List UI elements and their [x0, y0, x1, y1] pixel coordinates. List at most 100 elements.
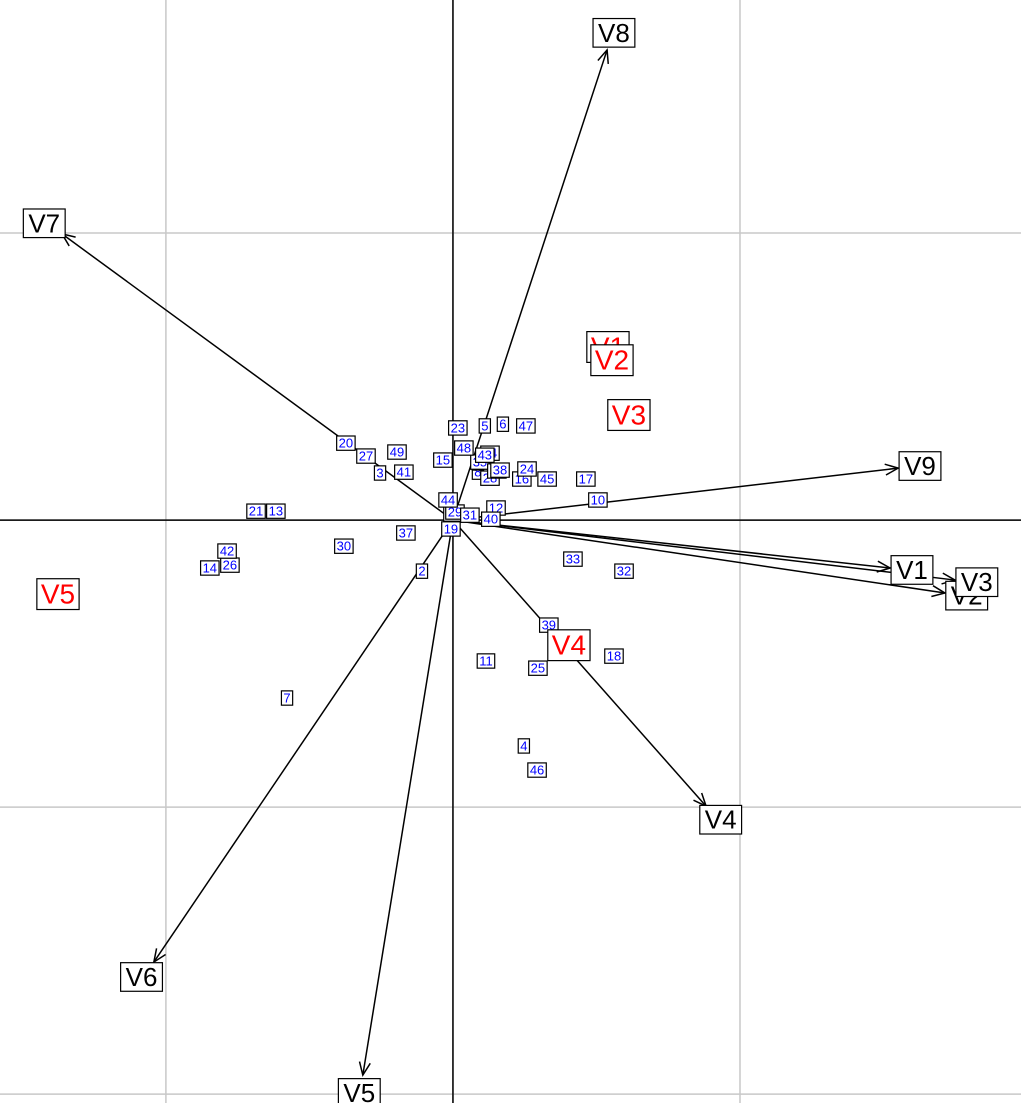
arrow [452, 467, 899, 521]
arrow-head [931, 585, 947, 598]
point-label: 6 [499, 417, 506, 432]
point-label: 44 [441, 492, 455, 507]
point-label-box [396, 525, 416, 541]
arrow-label: V1 [896, 555, 928, 585]
point-label-box [447, 420, 468, 436]
point-label-box [334, 538, 354, 554]
arrow-head [884, 463, 901, 476]
point-label: 20 [339, 436, 353, 451]
point-label-box [474, 447, 495, 463]
arrow-label-box [898, 451, 942, 481]
point-label: 31 [463, 508, 477, 523]
point-label: 2 [418, 564, 425, 579]
point-label-box [481, 511, 501, 527]
point-label-box [490, 462, 510, 478]
arrow-label-box [120, 962, 164, 992]
arrow-label: V9 [904, 451, 936, 481]
point-label-box [433, 452, 453, 468]
point-label: 45 [540, 472, 554, 487]
point-label: 38 [493, 463, 507, 478]
arrow-label-box [22, 208, 66, 239]
point-label-box [217, 543, 237, 559]
point-label: 23 [451, 420, 465, 435]
point-label: 3 [376, 466, 383, 481]
point-label-box [588, 492, 608, 508]
group-label-box [590, 344, 634, 377]
group-label-box [547, 629, 591, 662]
point-label-box [576, 471, 596, 487]
point-label: 25 [531, 661, 545, 676]
arrow-label-box [592, 17, 636, 48]
arrow [61, 233, 454, 521]
point-label: 15 [436, 453, 450, 468]
group-label: V2 [595, 345, 629, 376]
point-label: 37 [399, 525, 413, 540]
point-label-box [266, 503, 286, 519]
point-label: 39 [542, 618, 556, 633]
point-label-box [246, 503, 266, 519]
point-label-box [476, 653, 496, 669]
point-label-box [528, 660, 548, 676]
point-label-box [537, 471, 557, 487]
point-label-box [517, 738, 531, 754]
arrow-label: V5 [343, 1078, 375, 1103]
point-label: 19 [444, 521, 458, 536]
point-label: 49 [390, 445, 404, 460]
point-label-box [460, 507, 480, 523]
arrow-label-box [337, 1078, 381, 1103]
arrow-label: V6 [126, 962, 158, 992]
arrow-label-box [955, 567, 999, 598]
point-label: 4 [520, 738, 527, 753]
point-label-box [496, 416, 510, 432]
point-label: 42 [220, 544, 234, 559]
arrow-head [152, 948, 167, 964]
point-label: 48 [457, 441, 471, 456]
arrow-label: V7 [28, 208, 60, 238]
group-label-box [36, 578, 80, 611]
point-label: 17 [579, 472, 593, 487]
arrow [452, 519, 707, 807]
point-label: 40 [484, 512, 498, 527]
point-label: 46 [530, 763, 544, 778]
point-label: 43 [478, 448, 492, 463]
point-label-box [516, 418, 536, 434]
point-label-box [356, 448, 376, 464]
point-label-box [199, 560, 220, 576]
point-label: 8 [474, 465, 481, 480]
arrow-label-box [890, 555, 934, 585]
point-label-box [527, 762, 547, 778]
point-label: 33 [566, 552, 580, 567]
point-label-box [280, 690, 294, 706]
point-label: 5 [481, 418, 488, 433]
arrow [153, 519, 454, 963]
point-label: 27 [359, 449, 373, 464]
point-label: 47 [519, 418, 533, 433]
arrow-head [597, 48, 609, 64]
point-label-box [336, 435, 356, 451]
arrow-label: V3 [961, 567, 993, 597]
point-label-box [387, 444, 407, 460]
point-label-box [438, 492, 458, 508]
arrow-head [358, 1061, 371, 1078]
point-label-box [441, 521, 461, 537]
point-label: 32 [617, 564, 631, 579]
point-label-box [394, 464, 414, 480]
group-label-box [607, 399, 651, 432]
point-label-box [415, 563, 429, 579]
point-label: 7 [283, 691, 290, 706]
arrow [452, 519, 956, 581]
arrow [452, 49, 608, 521]
point-label-box [373, 465, 387, 481]
point-label: 10 [591, 492, 605, 507]
point-label-box [454, 440, 474, 456]
point-label: 41 [397, 465, 411, 480]
point-label: 13 [269, 504, 283, 519]
point-label: 11 [479, 653, 493, 668]
point-label-box [604, 648, 624, 664]
arrow [452, 519, 946, 594]
arrow-label-box [699, 804, 743, 835]
point-label: 26 [223, 558, 237, 573]
point-label-box [614, 563, 634, 579]
point-label-box [517, 461, 537, 477]
